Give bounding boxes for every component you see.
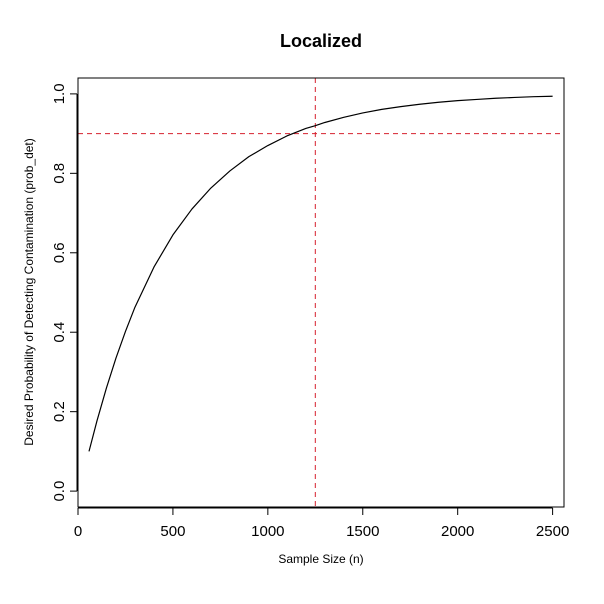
plot-frame — [77, 77, 565, 508]
x-tick-label: 0 — [74, 523, 82, 540]
y-axis-label: Desired Probability of Detecting Contami… — [22, 138, 36, 446]
x-axis-label: Sample Size (n) — [278, 552, 363, 566]
y-tick-label: 0.8 — [51, 163, 68, 184]
y-tick-label: 0.0 — [51, 481, 68, 502]
y-axis: 0.0 0.2 0.4 0.6 0.8 1.0 — [51, 83, 78, 502]
x-tick-label: 1000 — [251, 523, 284, 540]
x-tick-label: 2000 — [441, 523, 474, 540]
reference-lines — [78, 78, 564, 507]
series-line — [88, 95, 553, 452]
y-tick-label: 0.4 — [51, 322, 68, 343]
y-tick-label: 0.6 — [51, 242, 68, 263]
x-tick-label: 1500 — [346, 523, 379, 540]
x-axis: 0 500 1000 1500 2000 2500 — [74, 507, 569, 540]
x-tick-label: 2500 — [536, 523, 569, 540]
y-tick-label: 0.2 — [51, 401, 68, 422]
series-group — [88, 95, 553, 452]
x-tick-label: 500 — [160, 523, 185, 540]
y-tick-label: 1.0 — [51, 83, 68, 104]
chart-title: Localized — [280, 31, 362, 51]
